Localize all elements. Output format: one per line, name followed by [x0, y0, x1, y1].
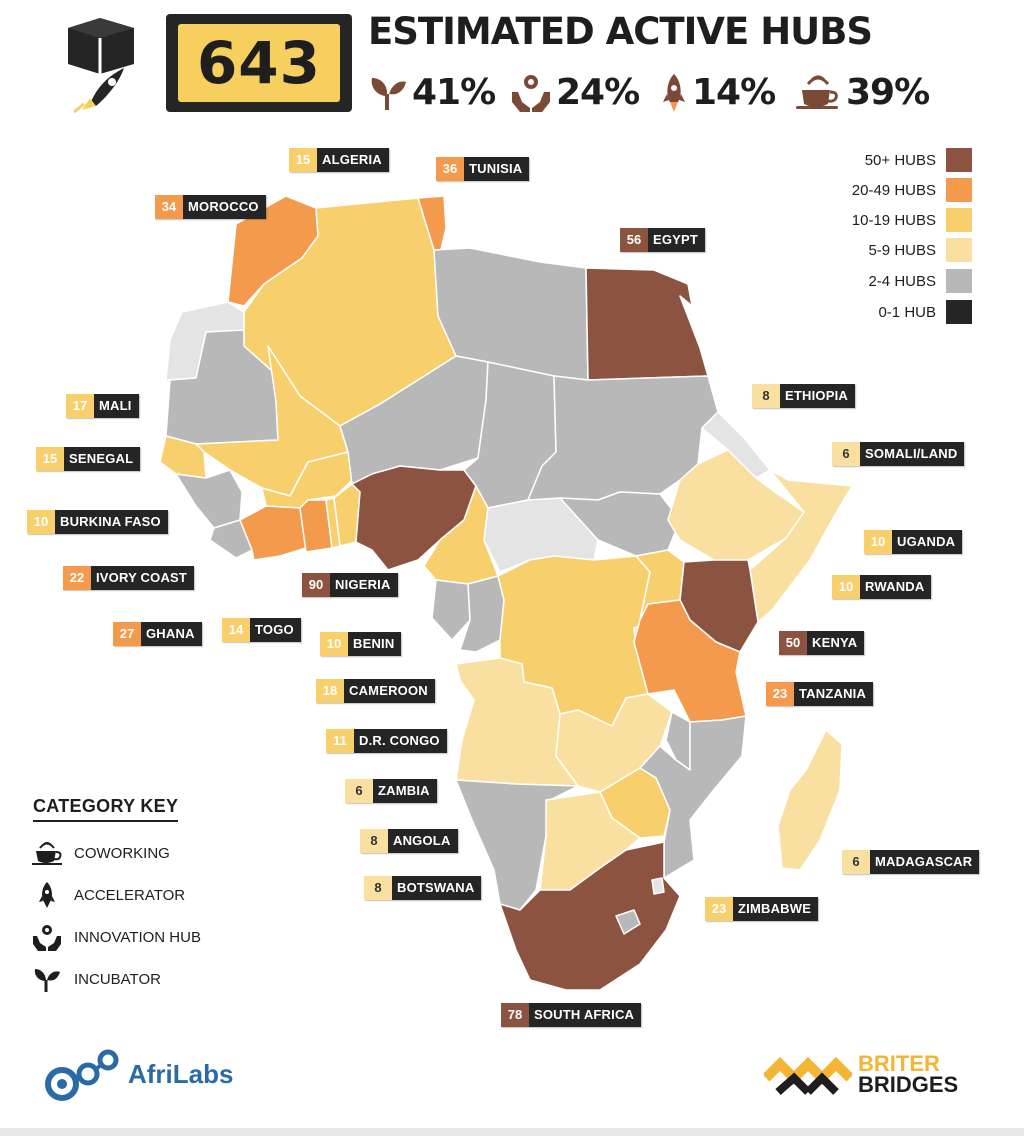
coworking-icon	[32, 842, 62, 865]
headline: ESTIMATED ACTIVE HUBS	[368, 10, 873, 53]
label-zimbabwe: 23 ZIMBABWE	[705, 897, 819, 921]
legend-item-20-49: 20-49 HUBS	[852, 178, 972, 202]
country-sierra-leone-liberia	[209, 519, 253, 559]
label-zambia: 6 ZAMBIA	[345, 779, 437, 803]
country-madagascar	[777, 729, 843, 871]
label-south-africa: 78 SOUTH AFRICA	[501, 1003, 642, 1027]
briter-bridges-logo-icon	[764, 1056, 852, 1096]
afrilabs-logo-icon	[45, 1049, 119, 1101]
country-lesotho	[615, 909, 641, 935]
innovation-hub-icon	[512, 75, 550, 112]
stat-innovation-hub: 24%	[510, 70, 640, 114]
country-ivory-coast	[239, 505, 307, 561]
label-egypt: 56 EGYPT	[620, 228, 706, 252]
incubator-icon	[34, 969, 60, 992]
coworking-icon	[796, 75, 838, 109]
category-innovation-hub: INNOVATION HUB	[30, 922, 201, 952]
category-accelerator: ACCELERATOR	[30, 880, 185, 910]
country-ethiopia	[667, 449, 805, 561]
legend-swatch	[946, 208, 972, 232]
label-togo: 14 TOGO	[222, 618, 301, 642]
label-mali: 17 MALI	[66, 394, 139, 418]
briter-bridges-logo: BRITER BRIDGES	[764, 1052, 958, 1096]
country-somalia	[749, 469, 853, 623]
label-madagascar: 6 MADAGASCAR	[842, 850, 980, 874]
label-benin: 10 BENIN	[320, 632, 402, 656]
total-hubs-value: 643	[178, 24, 340, 102]
label-somaliland: 6 SOMALI/LAND	[832, 442, 965, 466]
country-eswatini	[651, 877, 665, 895]
country-niger	[339, 355, 489, 485]
total-hubs-box: 643	[166, 14, 352, 112]
stat-accelerator: 14%	[660, 70, 776, 114]
stat-incubator-value: 41%	[412, 71, 496, 113]
innovation-hub-icon	[33, 925, 61, 951]
label-nigeria: 90 NIGERIA	[302, 573, 398, 597]
label-rwanda: 10 RWANDA	[832, 575, 932, 599]
label-algeria: 15 ALGERIA	[289, 148, 389, 172]
label-kenya: 50 KENYA	[779, 631, 865, 655]
category-incubator: INCUBATOR	[30, 964, 161, 994]
label-morocco: 34 MOROCCO	[155, 195, 266, 219]
label-dr-congo: 11 D.R. CONGO	[326, 729, 447, 753]
label-tanzania: 23 TANZANIA	[766, 682, 874, 706]
legend-swatch	[946, 148, 972, 172]
category-coworking: COWORKING	[30, 838, 170, 868]
legend-item-50plus: 50+ HUBS	[865, 148, 972, 172]
category-key-title: CATEGORY KEY	[33, 796, 179, 822]
label-burkina-faso: 10 BURKINA FASO	[27, 510, 168, 534]
country-gabon	[431, 579, 471, 641]
legend-item-2-4: 2-4 HUBS	[868, 269, 972, 293]
bottom-bar	[0, 1128, 1024, 1136]
incubator-icon	[371, 78, 406, 110]
header-logo-icon	[60, 14, 142, 118]
label-cameroon: 18 CAMEROON	[316, 679, 435, 703]
briter-bridges-logo-text: BRITER BRIDGES	[858, 1051, 959, 1097]
label-ethiopia: 8 ETHIOPIA	[752, 384, 855, 408]
label-ghana: 27 GHANA	[113, 622, 202, 646]
label-botswana: 8 BOTSWANA	[364, 876, 482, 900]
stat-incubator: 41%	[368, 70, 496, 114]
label-uganda: 10 UGANDA	[864, 530, 963, 554]
country-south-africa	[499, 841, 681, 991]
stat-coworking-value: 39%	[846, 71, 930, 113]
country-zambia	[555, 693, 673, 793]
label-senegal: 15 SENEGAL	[36, 447, 141, 471]
legend-swatch	[946, 178, 972, 202]
country-egypt	[585, 267, 709, 381]
stat-coworking: 39%	[794, 70, 930, 114]
label-tunisia: 36 TUNISIA	[436, 157, 530, 181]
label-ivory-coast: 22 IVORY COAST	[63, 566, 195, 590]
country-tunisia	[417, 195, 447, 263]
afrilabs-logo: AfriLabs	[42, 1046, 233, 1102]
legend-item-5-9: 5-9 HUBS	[868, 238, 972, 262]
legend-item-10-19: 10-19 HUBS	[852, 208, 972, 232]
country-guinea	[175, 469, 243, 529]
accelerator-icon	[39, 882, 55, 908]
legend-swatch	[946, 238, 972, 262]
accelerator-icon	[663, 74, 685, 112]
label-angola: 8 ANGOLA	[360, 829, 458, 853]
legend-swatch	[946, 300, 972, 324]
legend-item-0-1: 0-1 HUB	[878, 300, 972, 324]
stat-accelerator-value: 14%	[692, 71, 776, 113]
afrilabs-logo-text: AfriLabs	[128, 1058, 234, 1089]
legend-swatch	[946, 269, 972, 293]
stat-innovation-hub-value: 24%	[556, 71, 640, 113]
